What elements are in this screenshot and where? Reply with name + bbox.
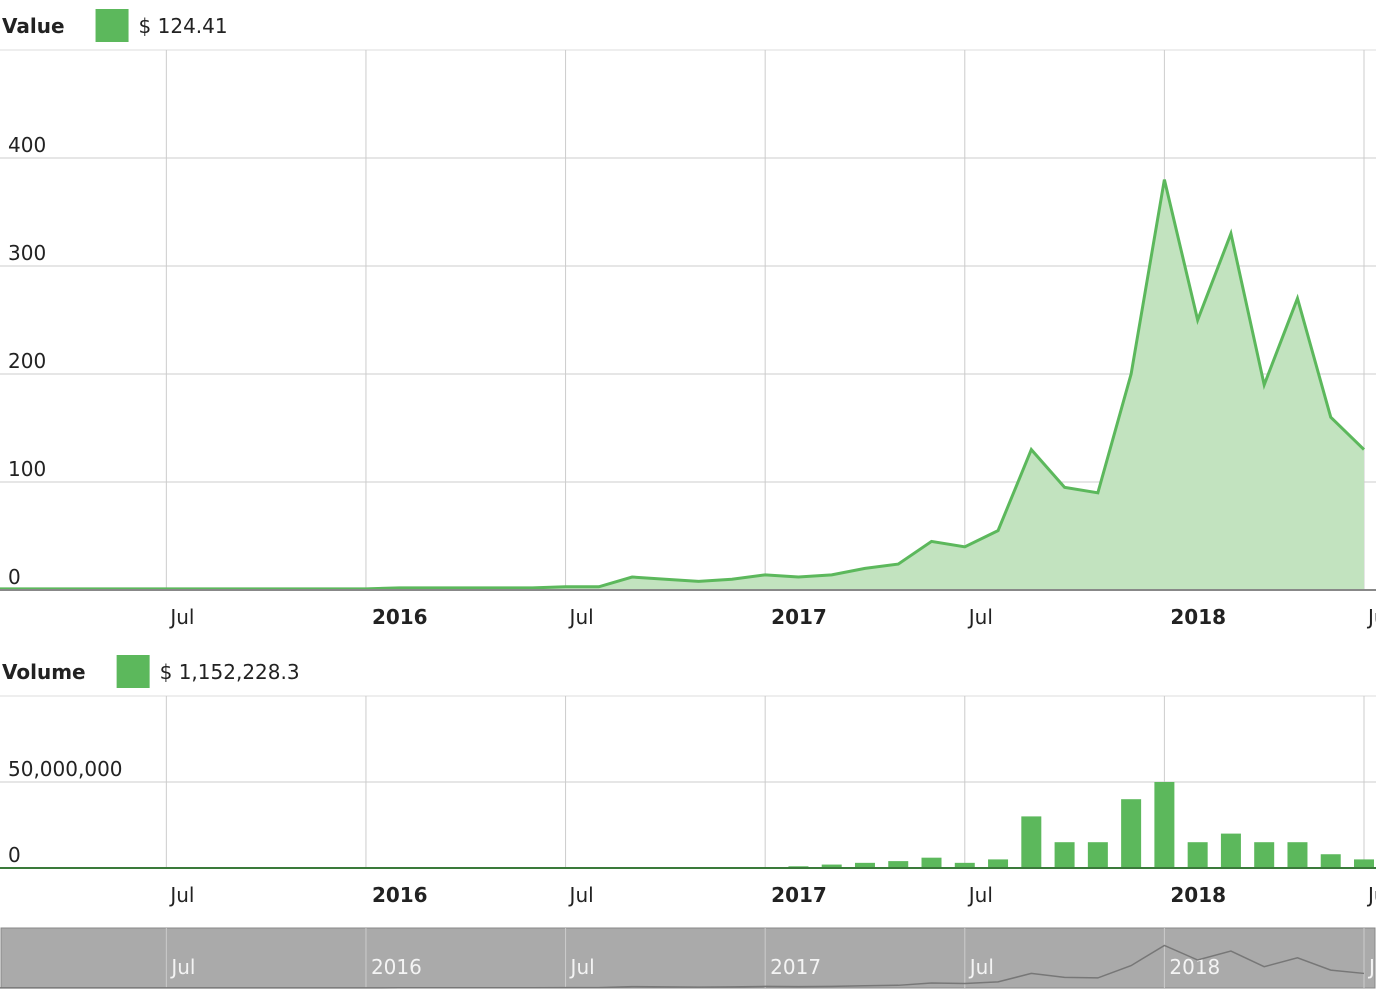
x-tick-label: Jul <box>168 605 194 629</box>
volume-bar <box>1154 782 1174 868</box>
x-tick-label: Jul <box>168 883 194 907</box>
volume-bar <box>1055 842 1075 868</box>
x-tick-label: 2016 <box>372 605 428 629</box>
navigator-label: Jul <box>968 955 994 979</box>
volume-bar <box>922 858 942 868</box>
volume-bar <box>1221 834 1241 868</box>
volume-bar <box>1254 842 1274 868</box>
navigator-label: Jul <box>569 955 595 979</box>
navigator-label: 2016 <box>371 955 422 979</box>
x-tick-label: 2017 <box>771 605 827 629</box>
y-tick-label: 300 <box>8 241 46 265</box>
volume-bar <box>1088 842 1108 868</box>
x-tick-label: Jul <box>967 605 993 629</box>
y-tick-label: 100 <box>8 457 46 481</box>
y-tick-label: 0 <box>8 565 21 589</box>
legend-value: $ 124.41 <box>139 14 228 38</box>
volume-bar <box>888 861 908 868</box>
x-tick-label: 2016 <box>372 883 428 907</box>
volume-bar <box>1188 842 1208 868</box>
volume-bar <box>1287 842 1307 868</box>
volume-bar <box>988 859 1008 868</box>
x-tick-label: Jul <box>1366 605 1376 629</box>
legend-swatch <box>96 9 129 42</box>
y-tick-label: 400 <box>8 133 46 157</box>
panel-title: Value <box>2 14 65 38</box>
x-tick-label: 2018 <box>1170 605 1226 629</box>
y-tick-label: 200 <box>8 349 46 373</box>
navigator-label: 2017 <box>770 955 821 979</box>
navigator-label: Jul <box>1367 955 1376 979</box>
legend-swatch <box>117 655 150 688</box>
volume-bar <box>1354 859 1374 868</box>
x-tick-label: Jul <box>967 883 993 907</box>
panel-title: Volume <box>2 660 86 684</box>
x-tick-label: 2017 <box>771 883 827 907</box>
x-tick-label: Jul <box>568 605 594 629</box>
x-tick-label: Jul <box>1366 883 1376 907</box>
value-area <box>0 180 1364 590</box>
y-tick-label: 50,000,000 <box>8 757 123 781</box>
volume-bar <box>1321 854 1341 868</box>
volume-bar <box>1021 816 1041 868</box>
volume-bar <box>1121 799 1141 868</box>
x-tick-label: Jul <box>568 883 594 907</box>
legend-value: $ 1,152,228.3 <box>160 660 300 684</box>
y-tick-label: 0 <box>8 843 21 867</box>
navigator-label: Jul <box>169 955 195 979</box>
x-tick-label: 2018 <box>1170 883 1226 907</box>
